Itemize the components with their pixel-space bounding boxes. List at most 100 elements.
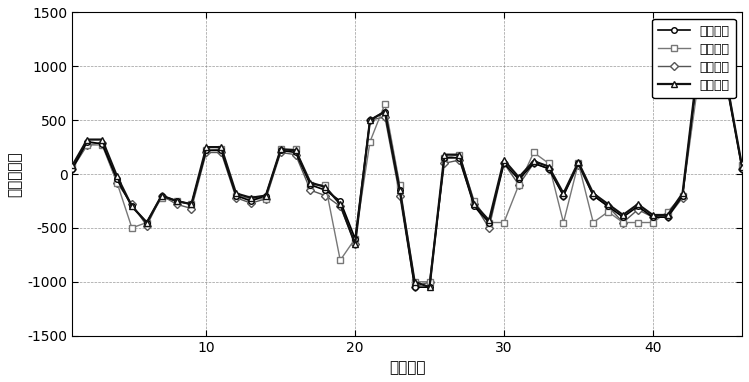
高景三号 bbox=[68, 167, 77, 171]
高景二号 bbox=[738, 163, 747, 168]
高景二号 bbox=[291, 147, 300, 152]
高景二号 bbox=[693, 86, 702, 90]
高景三号 bbox=[82, 142, 91, 147]
高景四号 bbox=[619, 213, 628, 217]
高景三号 bbox=[515, 183, 524, 187]
高景二号 bbox=[649, 220, 658, 225]
高景三号 bbox=[455, 158, 464, 162]
高景一号 bbox=[515, 177, 524, 182]
高景一号 bbox=[410, 285, 419, 290]
高景二号 bbox=[619, 220, 628, 225]
高景三号 bbox=[231, 196, 240, 200]
高景四号 bbox=[723, 83, 732, 87]
高景二号 bbox=[172, 199, 181, 203]
高景四号 bbox=[142, 220, 151, 225]
高景二号 bbox=[723, 86, 732, 90]
高景一号 bbox=[157, 193, 166, 198]
高景一号 bbox=[366, 118, 374, 123]
高景四号 bbox=[231, 191, 240, 196]
高景二号 bbox=[500, 220, 509, 225]
高景二号 bbox=[663, 209, 672, 214]
高景二号 bbox=[351, 236, 360, 241]
高景三号 bbox=[127, 202, 136, 207]
高景二号 bbox=[708, 58, 717, 63]
高景四号 bbox=[544, 164, 553, 169]
高景一号 bbox=[231, 193, 240, 198]
高景三号 bbox=[440, 161, 449, 165]
高景二号 bbox=[574, 161, 583, 165]
高景一号 bbox=[142, 220, 151, 225]
高景二号 bbox=[127, 226, 136, 230]
高景四号 bbox=[261, 193, 270, 198]
高景一号 bbox=[276, 148, 285, 153]
高景一号 bbox=[634, 204, 643, 209]
高景三号 bbox=[187, 206, 196, 211]
高景四号 bbox=[112, 174, 121, 178]
高景二号 bbox=[321, 183, 330, 187]
高景四号 bbox=[306, 180, 315, 185]
高景三号 bbox=[112, 180, 121, 185]
高景二号 bbox=[470, 199, 479, 203]
高景四号 bbox=[515, 175, 524, 180]
高景一号 bbox=[649, 215, 658, 219]
高景四号 bbox=[634, 202, 643, 207]
高景三号 bbox=[291, 152, 300, 157]
高景三号 bbox=[306, 188, 315, 193]
高景三号 bbox=[201, 150, 210, 155]
高景四号 bbox=[678, 191, 687, 196]
高景一号 bbox=[678, 193, 687, 198]
高景一号 bbox=[291, 150, 300, 155]
高景一号 bbox=[708, 42, 717, 47]
高景四号 bbox=[127, 204, 136, 209]
高景一号 bbox=[663, 215, 672, 219]
高景一号 bbox=[246, 199, 255, 203]
高景二号 bbox=[157, 196, 166, 200]
高景四号 bbox=[530, 159, 539, 163]
高景三号 bbox=[395, 193, 404, 198]
Legend: 高景一号, 高景二号, 高景三号, 高景四号: 高景一号, 高景二号, 高景三号, 高景四号 bbox=[652, 19, 736, 98]
高景二号 bbox=[530, 150, 539, 155]
高景二号 bbox=[604, 209, 613, 214]
高景一号 bbox=[455, 155, 464, 160]
高景一号 bbox=[544, 167, 553, 171]
高景四号 bbox=[485, 218, 494, 223]
高景四号 bbox=[604, 202, 613, 207]
高景一号 bbox=[82, 139, 91, 144]
高景三号 bbox=[574, 163, 583, 168]
高景三号 bbox=[485, 226, 494, 230]
高景二号 bbox=[231, 193, 240, 198]
高景二号 bbox=[544, 161, 553, 165]
高景四号 bbox=[589, 191, 598, 196]
高景一号 bbox=[97, 142, 106, 146]
高景一号 bbox=[306, 183, 315, 187]
高景四号 bbox=[738, 164, 747, 169]
高景三号 bbox=[336, 204, 345, 209]
高景三号 bbox=[97, 141, 106, 145]
高景三号 bbox=[246, 201, 255, 206]
高景一号 bbox=[380, 109, 389, 114]
高景四号 bbox=[187, 202, 196, 207]
高景四号 bbox=[470, 202, 479, 207]
高景三号 bbox=[663, 215, 672, 219]
高景一号 bbox=[395, 188, 404, 193]
高景二号 bbox=[366, 139, 374, 144]
高景一号 bbox=[723, 86, 732, 90]
高景一号 bbox=[112, 177, 121, 182]
高景二号 bbox=[485, 220, 494, 225]
高景四号 bbox=[276, 147, 285, 152]
高景二号 bbox=[589, 220, 598, 225]
高景一号 bbox=[127, 204, 136, 209]
高景一号 bbox=[440, 155, 449, 160]
高景二号 bbox=[261, 196, 270, 201]
高景一号 bbox=[619, 215, 628, 219]
高景三号 bbox=[738, 167, 747, 171]
高景二号 bbox=[201, 148, 210, 153]
高景四号 bbox=[246, 196, 255, 200]
高景一号 bbox=[321, 188, 330, 193]
高景二号 bbox=[395, 183, 404, 187]
高景一号 bbox=[559, 193, 568, 198]
高景二号 bbox=[380, 102, 389, 106]
高景四号 bbox=[366, 118, 374, 123]
高景三号 bbox=[380, 115, 389, 119]
Line: 高景二号: 高景二号 bbox=[70, 58, 745, 285]
